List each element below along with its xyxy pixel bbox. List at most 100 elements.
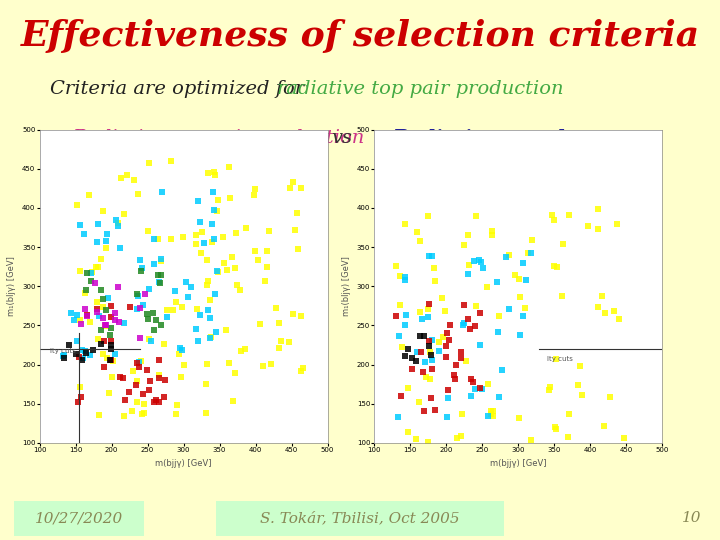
Point — [91, 238, 102, 246]
Point — [175, 373, 186, 382]
Point — [412, 228, 423, 237]
Point — [451, 360, 462, 369]
Point — [91, 308, 102, 317]
Point — [492, 328, 504, 336]
Point — [206, 220, 217, 229]
Point — [557, 292, 568, 301]
Point — [287, 178, 299, 186]
Point — [102, 230, 113, 238]
Point — [202, 359, 213, 368]
Point — [86, 268, 98, 276]
Point — [168, 306, 179, 314]
Point — [410, 357, 422, 366]
Point — [143, 334, 155, 343]
Point — [132, 290, 143, 299]
Point — [177, 233, 189, 241]
Point — [92, 262, 104, 271]
Point — [482, 411, 493, 420]
Point — [423, 337, 434, 346]
Point — [105, 356, 117, 364]
Point — [173, 349, 184, 358]
Point — [227, 397, 238, 406]
Point — [424, 375, 436, 384]
Point — [148, 398, 160, 407]
Point — [161, 305, 173, 314]
Point — [88, 346, 99, 354]
Point — [95, 254, 107, 263]
Point — [402, 345, 413, 353]
Point — [73, 353, 84, 362]
Point — [261, 246, 273, 255]
Point — [517, 259, 528, 268]
Point — [402, 384, 414, 393]
Point — [463, 261, 474, 269]
Point — [225, 194, 236, 202]
Point — [423, 313, 434, 321]
Point — [99, 363, 110, 372]
Point — [462, 231, 474, 239]
Point — [84, 350, 96, 359]
Y-axis label: m₁(bljγ) [GeV]: m₁(bljγ) [GeV] — [7, 256, 17, 316]
Point — [190, 231, 202, 239]
Point — [443, 386, 454, 394]
Point — [91, 305, 102, 313]
Point — [393, 331, 405, 340]
Point — [456, 348, 467, 357]
Text: lty cuts: lty cuts — [50, 348, 76, 354]
Point — [249, 246, 261, 255]
Y-axis label: m₁(bljγ) [GeV]: m₁(bljγ) [GeV] — [342, 256, 351, 316]
Point — [101, 305, 112, 314]
Point — [166, 157, 177, 166]
Text: 10/27/2020: 10/27/2020 — [35, 511, 123, 525]
Point — [252, 255, 264, 264]
Point — [153, 235, 164, 244]
Point — [224, 359, 235, 368]
Point — [474, 340, 486, 349]
Point — [456, 409, 468, 418]
Point — [395, 301, 406, 309]
Point — [608, 307, 619, 316]
X-axis label: m(bjjγ) [GeV]: m(bjjγ) [GeV] — [156, 458, 212, 468]
Text: 10: 10 — [681, 511, 701, 525]
Point — [114, 244, 125, 253]
Point — [399, 220, 410, 229]
Point — [112, 282, 124, 291]
Point — [458, 319, 469, 328]
Point — [107, 357, 119, 366]
Point — [107, 373, 118, 381]
Point — [400, 275, 411, 284]
Point — [100, 237, 112, 246]
Point — [138, 408, 150, 417]
Point — [81, 286, 92, 294]
Point — [519, 303, 531, 312]
Point — [273, 318, 284, 327]
Point — [206, 238, 217, 246]
Point — [550, 424, 562, 433]
Point — [192, 337, 204, 346]
Point — [112, 221, 123, 230]
Point — [482, 282, 493, 291]
Point — [265, 360, 276, 368]
Point — [426, 336, 438, 345]
Point — [466, 392, 477, 400]
Point — [514, 293, 526, 301]
Point — [270, 303, 282, 312]
Point — [292, 209, 303, 218]
Point — [420, 373, 432, 382]
Point — [194, 218, 206, 227]
Point — [143, 285, 154, 293]
Point — [410, 435, 421, 443]
Point — [250, 185, 261, 193]
Point — [211, 267, 222, 275]
Point — [598, 422, 610, 430]
Point — [275, 337, 287, 346]
Point — [86, 268, 97, 277]
Point — [58, 350, 70, 359]
Text: radiative top pair production: radiative top pair production — [277, 80, 564, 98]
Point — [239, 345, 251, 353]
Point — [109, 309, 121, 318]
Point — [105, 341, 117, 349]
Point — [110, 216, 122, 225]
Point — [74, 383, 86, 391]
Point — [235, 347, 246, 356]
